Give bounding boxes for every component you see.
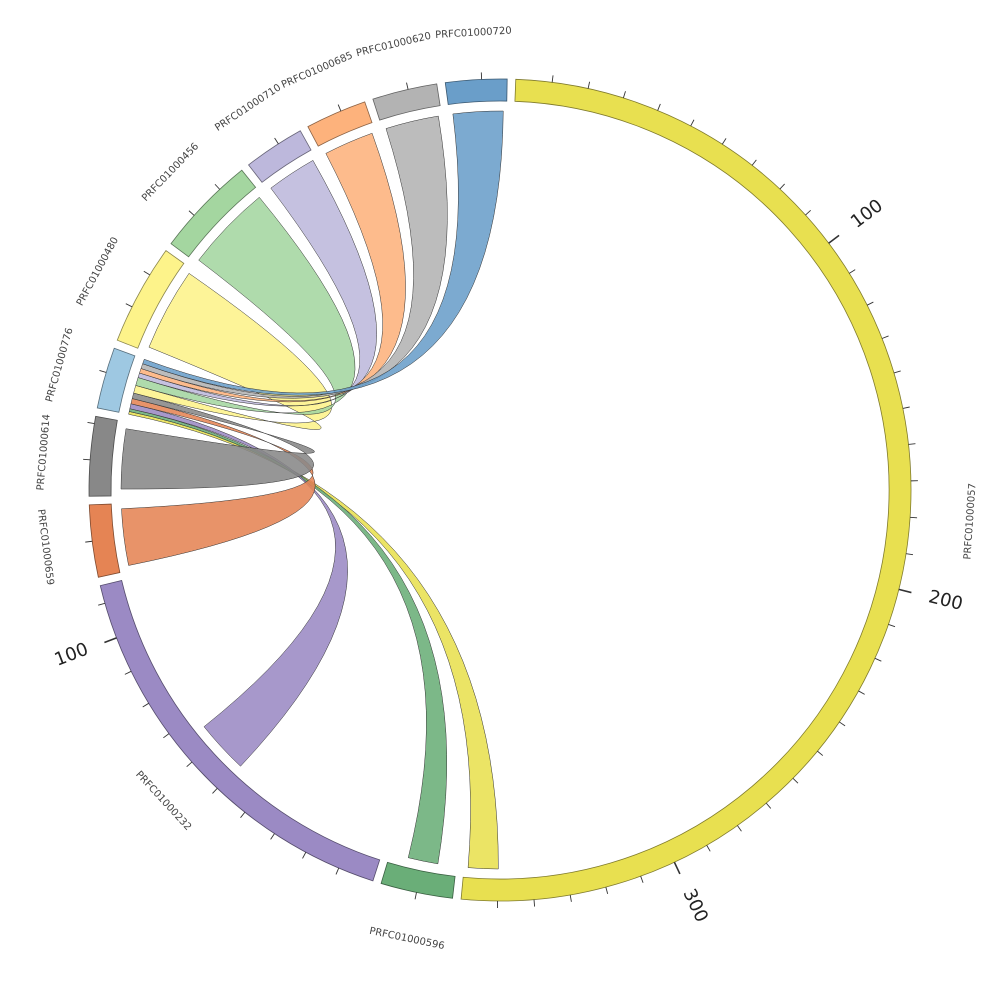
segment-arc-prfc01000596 bbox=[380, 861, 456, 899]
segment-arc-prfc01000710 bbox=[247, 130, 312, 183]
chord-link-prfc01000614 bbox=[120, 392, 315, 490]
segment-arc-prfc01000614 bbox=[88, 415, 118, 497]
chord-link-prfc01000710 bbox=[137, 160, 377, 407]
tick-prfc01000057-270 bbox=[765, 802, 772, 809]
tick-prfc01000480-20 bbox=[143, 270, 151, 276]
tick-prfc01000456-20 bbox=[214, 183, 221, 190]
tick-label-200: 200 bbox=[926, 586, 964, 615]
segment-arc-prfc01000685 bbox=[307, 101, 373, 147]
tick-prfc01000614-20 bbox=[87, 421, 95, 424]
segment-arc-prfc01000720 bbox=[444, 78, 508, 105]
tick-prfc01000057-300 bbox=[673, 861, 681, 875]
tick-prfc01000057-330 bbox=[569, 894, 572, 902]
tick-prfc01000710-10 bbox=[274, 137, 279, 145]
tick-prfc01000057-200 bbox=[898, 588, 912, 594]
segment-arc-prfc01000480 bbox=[116, 250, 185, 349]
segments-layer bbox=[88, 78, 912, 902]
tick-prfc01000776-10 bbox=[99, 370, 107, 373]
tick-prfc01000620-10 bbox=[406, 82, 409, 90]
segment-label-prfc01000596: PRFC01000596 bbox=[368, 926, 445, 952]
segment-label-prfc01000776: PRFC01000776 bbox=[44, 327, 76, 404]
tick-prfc01000057-190 bbox=[905, 553, 914, 556]
tick-prfc01000057-130 bbox=[881, 335, 889, 339]
tick-prfc01000614-10 bbox=[83, 458, 91, 461]
tick-prfc01000057-60 bbox=[721, 138, 727, 145]
segment-label-prfc01000720: PRFC01000720 bbox=[435, 26, 512, 41]
segment-label-prfc01000710: PRFC01000710 bbox=[213, 82, 283, 133]
tick-prfc01000057-10 bbox=[551, 75, 554, 83]
tick-prfc01000057-280 bbox=[737, 825, 742, 832]
chord-link-prfc01000596 bbox=[128, 408, 448, 865]
tick-prfc01000659-10 bbox=[85, 540, 93, 543]
tick-prfc01000232-50 bbox=[212, 788, 218, 794]
tick-prfc01000057-20 bbox=[587, 81, 591, 89]
segment-arc-prfc01000232 bbox=[99, 580, 381, 882]
tick-prfc01000232-70 bbox=[163, 733, 170, 739]
tick-prfc01000057-250 bbox=[817, 750, 824, 756]
tick-prfc01000057-40 bbox=[657, 103, 661, 111]
tick-prfc01000057-230 bbox=[858, 690, 865, 695]
tick-prfc01000057-240 bbox=[839, 721, 846, 727]
tick-prfc01000057-50 bbox=[690, 119, 695, 127]
tick-prfc01000057-340 bbox=[533, 899, 536, 907]
tick-prfc01000057-120 bbox=[866, 301, 874, 306]
tick-prfc01000057-320 bbox=[605, 887, 609, 895]
segment-arc-prfc01000659 bbox=[88, 503, 121, 578]
tick-label-100: 100 bbox=[847, 195, 887, 232]
chord-link-prfc01000659 bbox=[121, 398, 316, 566]
segment-label-prfc01000614: PRFC01000614 bbox=[35, 414, 52, 491]
chord-link-prfc01000057 bbox=[128, 411, 499, 870]
chord-link-prfc01000620 bbox=[140, 115, 448, 399]
tick-prfc01000057-160 bbox=[908, 443, 916, 445]
tick-prfc01000057-310 bbox=[640, 876, 644, 883]
tick-prfc01000596-10 bbox=[414, 892, 417, 900]
tick-label-100: 100 bbox=[52, 639, 92, 671]
tick-prfc01000232-30 bbox=[270, 833, 275, 840]
tick-prfc01000232-40 bbox=[240, 811, 246, 818]
tick-prfc01000480-10 bbox=[125, 303, 133, 308]
tick-prfc01000057-290 bbox=[706, 845, 711, 852]
tick-prfc01000232-60 bbox=[186, 761, 193, 768]
segment-label-prfc01000480: PRFC01000480 bbox=[75, 235, 121, 308]
tick-prfc01000057-110 bbox=[849, 269, 856, 274]
chord-link-prfc01000480 bbox=[133, 273, 333, 430]
tick-prfc01000057-150 bbox=[902, 406, 910, 409]
segment-label-prfc01000456: PRFC01000456 bbox=[140, 141, 201, 204]
ticks-layer: 100 200 300 100 bbox=[52, 72, 965, 926]
tick-prfc01000057-80 bbox=[779, 183, 785, 190]
tick-prfc01000057-140 bbox=[893, 370, 901, 374]
tick-label-300: 300 bbox=[678, 886, 712, 926]
segment-label-prfc01000685: PRFC01000685 bbox=[280, 50, 355, 91]
segment-arc-prfc01000057 bbox=[460, 78, 912, 902]
segment-arc-prfc01000620 bbox=[372, 83, 441, 121]
segment-label-prfc01000057: PRFC01000057 bbox=[962, 483, 978, 560]
tick-prfc01000232-10 bbox=[335, 867, 340, 875]
tick-prfc01000685-10 bbox=[337, 104, 342, 112]
chord-link-prfc01000685 bbox=[139, 132, 406, 403]
chord-link-prfc01000720 bbox=[142, 110, 504, 396]
chord-link-prfc01000232 bbox=[129, 403, 348, 767]
segment-arc-prfc01000456 bbox=[170, 169, 257, 258]
tick-prfc01000456-10 bbox=[188, 210, 195, 216]
tick-prfc01000232-90 bbox=[124, 670, 132, 675]
segment-label-prfc01000620: PRFC01000620 bbox=[355, 31, 432, 59]
tick-prfc01000057-90 bbox=[805, 210, 811, 216]
segment-label-prfc01000232: PRFC01000232 bbox=[133, 769, 193, 833]
tick-prfc01000232-100 bbox=[104, 637, 117, 644]
segment-labels-layer: PRFC01000057 PRFC01000596 PRFC01000232 PRFC… bbox=[35, 26, 979, 953]
links-layer bbox=[120, 110, 504, 870]
tick-prfc01000057-100 bbox=[828, 234, 840, 244]
tick-prfc01000057-30 bbox=[622, 91, 626, 99]
tick-prfc01000232-20 bbox=[302, 852, 307, 859]
segment-label-prfc01000659: PRFC01000659 bbox=[35, 508, 55, 585]
tick-prfc01000057-260 bbox=[792, 777, 799, 784]
segment-arc-prfc01000776 bbox=[96, 347, 136, 413]
tick-prfc01000057-220 bbox=[874, 657, 882, 662]
tick-prfc01000232-80 bbox=[142, 702, 149, 708]
tick-prfc01000057-210 bbox=[888, 623, 896, 628]
tick-prfc01000057-70 bbox=[751, 159, 757, 166]
tick-prfc01000232-110 bbox=[98, 602, 106, 606]
